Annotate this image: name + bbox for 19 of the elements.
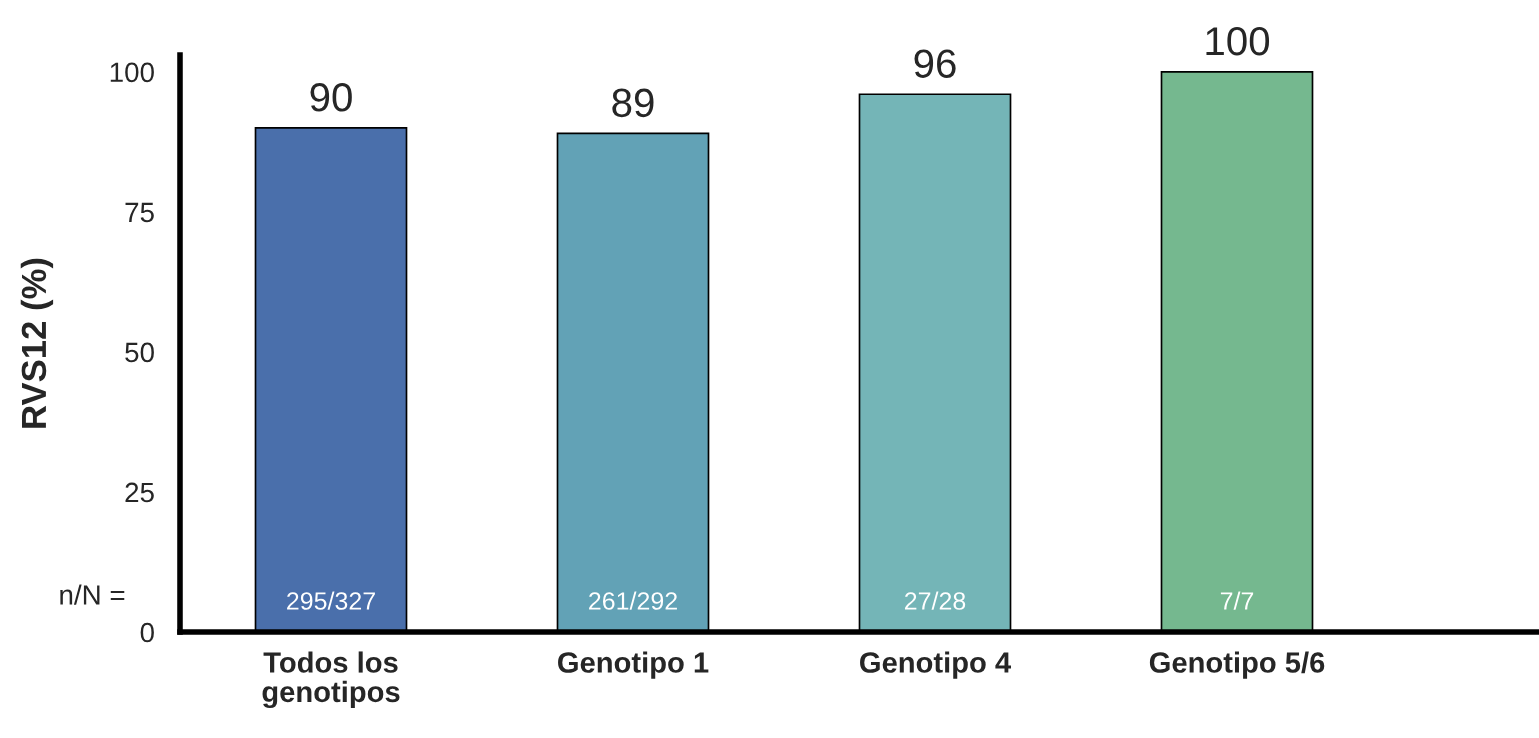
x-tick-label: Todos los genotipos [262,651,400,709]
data-label: 90 [310,83,352,112]
y-tick-label: 0 [140,622,154,643]
text: n/N = [60,584,125,605]
x-tick-label: Genotipo 4 [860,651,1012,679]
y-tick-label: 50 [125,342,154,363]
data-label: 89 [612,88,654,118]
y-tick-label: 75 [125,202,154,223]
annotation: 27/28 [904,591,966,610]
y-tick-label: 100 [110,62,154,83]
y-tick-label: 25 [125,482,154,503]
data-label: 100 [1206,26,1270,56]
annotation: 295/327 [287,591,375,610]
x-tick-label: Genotipo 5/6 [1149,651,1325,679]
x-tick-label: Genotipo 1 [558,651,709,679]
annotation: 261/292 [589,591,677,610]
data-label: 96 [914,49,956,78]
annotation: 7/7 [1220,591,1254,610]
y-axis-title: RVS12 (%) [20,258,54,428]
